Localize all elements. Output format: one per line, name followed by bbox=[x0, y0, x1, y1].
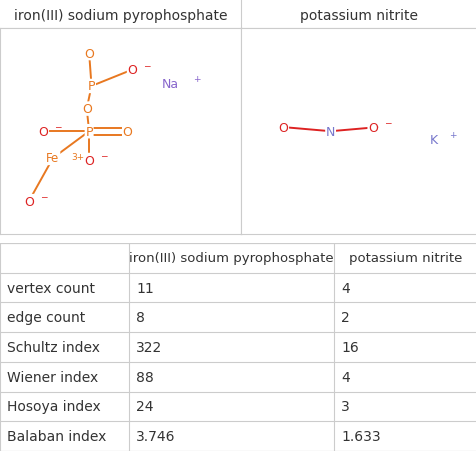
Text: 4: 4 bbox=[340, 370, 349, 384]
Text: 3: 3 bbox=[340, 400, 349, 414]
Text: +: + bbox=[448, 130, 455, 139]
Text: O: O bbox=[39, 125, 48, 138]
Text: potassium nitrite: potassium nitrite bbox=[299, 9, 417, 23]
Text: Wiener index: Wiener index bbox=[7, 370, 98, 384]
Text: −: − bbox=[143, 61, 150, 70]
Text: P: P bbox=[85, 125, 93, 138]
Text: 322: 322 bbox=[136, 341, 162, 354]
Text: 88: 88 bbox=[136, 370, 153, 384]
Text: O: O bbox=[367, 121, 377, 134]
Text: Hosoya index: Hosoya index bbox=[7, 400, 101, 414]
Text: −: − bbox=[54, 122, 61, 131]
Text: Balaban index: Balaban index bbox=[7, 429, 106, 443]
Text: 3+: 3+ bbox=[71, 153, 84, 162]
Text: 8: 8 bbox=[136, 311, 145, 325]
Text: 16: 16 bbox=[340, 341, 358, 354]
Text: iron(III) sodium pyrophosphate: iron(III) sodium pyrophosphate bbox=[14, 9, 227, 23]
Text: Fe: Fe bbox=[46, 152, 60, 165]
Text: K: K bbox=[429, 133, 437, 147]
Text: Na: Na bbox=[161, 78, 178, 91]
Text: −: − bbox=[100, 151, 107, 160]
Text: P: P bbox=[88, 80, 95, 93]
Text: O: O bbox=[84, 154, 94, 167]
Text: +: + bbox=[192, 75, 200, 84]
Text: iron(III) sodium pyrophosphate: iron(III) sodium pyrophosphate bbox=[129, 252, 333, 265]
Text: −: − bbox=[383, 118, 390, 127]
Text: −: − bbox=[40, 192, 47, 201]
Text: 3.746: 3.746 bbox=[136, 429, 175, 443]
Text: N: N bbox=[325, 125, 335, 138]
Text: 4: 4 bbox=[340, 281, 349, 295]
Text: 24: 24 bbox=[136, 400, 153, 414]
Text: 1.633: 1.633 bbox=[340, 429, 380, 443]
Text: vertex count: vertex count bbox=[7, 281, 95, 295]
Text: O: O bbox=[24, 195, 34, 208]
Text: O: O bbox=[81, 103, 91, 116]
Text: Schultz index: Schultz index bbox=[7, 341, 100, 354]
Text: potassium nitrite: potassium nitrite bbox=[348, 252, 461, 265]
Text: O: O bbox=[84, 47, 94, 60]
Text: 11: 11 bbox=[136, 281, 153, 295]
Text: 2: 2 bbox=[340, 311, 349, 325]
Text: O: O bbox=[122, 125, 132, 138]
Text: edge count: edge count bbox=[7, 311, 85, 325]
Text: O: O bbox=[127, 64, 137, 77]
Text: O: O bbox=[278, 121, 288, 134]
